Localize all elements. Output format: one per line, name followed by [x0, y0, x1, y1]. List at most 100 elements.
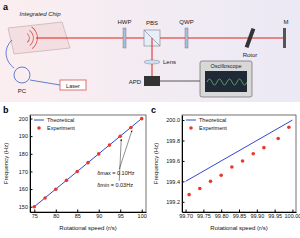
legend-entry: Experiment: [47, 125, 75, 131]
x-tick-mark: [203, 210, 204, 213]
cable: [160, 81, 200, 82]
y-tick: 199.2: [166, 199, 184, 205]
y-tick: 190: [19, 133, 33, 139]
y-axis-line: [30, 116, 31, 213]
x-tick-label: 99.90: [250, 213, 264, 219]
legend: Theoretical Experiment: [34, 117, 75, 131]
x-tick-label: 95: [118, 213, 124, 219]
legend-entry: Theoretical: [199, 117, 226, 123]
component-label: PC: [18, 88, 27, 94]
y-tick: 150: [19, 204, 33, 210]
x-tick-mark: [56, 210, 57, 213]
x-tick-mark: [34, 210, 35, 213]
component-label: Oscilloscope: [210, 63, 241, 69]
data-point: [276, 137, 280, 141]
x-tick: 80: [53, 210, 59, 219]
x-tick: 99.75: [197, 210, 211, 219]
x-tick: 99.80: [215, 210, 229, 219]
x-tick-mark: [77, 210, 78, 213]
x-tick-label: 85: [75, 213, 81, 219]
x-tick-mark: [292, 210, 293, 213]
chip-grating: [27, 33, 30, 42]
component-label: APD: [129, 79, 142, 85]
figure: aIntegrated ChipHWPPBSQWPRotorMLensAPDOs…: [0, 0, 300, 238]
rotor: [245, 28, 256, 48]
x-tick-label: 99.70: [179, 213, 193, 219]
y-tick-label: 200.0: [166, 117, 180, 123]
component-label: Lens: [163, 59, 176, 65]
data-point: [43, 196, 47, 200]
y-tick-label: 199.4: [166, 179, 180, 185]
data-point: [65, 179, 69, 183]
legend-entry: Experiment: [199, 125, 227, 131]
y-tick-label: 180: [19, 151, 28, 157]
y-tick-label: 190: [19, 133, 28, 139]
x-tick: 99.90: [250, 210, 264, 219]
y-axis-title: Frequency (Hz): [3, 143, 9, 184]
y-tick-label: 199.2: [166, 199, 180, 205]
y-tick-label: 199.8: [166, 138, 180, 144]
data-point: [75, 170, 79, 174]
plot-area: [32, 117, 143, 209]
data-point: [219, 173, 223, 177]
chart-c: 99.7099.7599.8099.8599.9099.95100.00199.…: [151, 105, 300, 231]
legend-entry: Theoretical: [47, 117, 74, 123]
y-tick: 199.6: [166, 158, 184, 164]
plot-frame: [182, 115, 296, 212]
y-tick-mark: [30, 119, 33, 120]
data-point: [97, 152, 101, 156]
x-axis-line: [31, 212, 147, 213]
hwp: [123, 28, 126, 48]
series-line: [34, 119, 141, 207]
y-tick: 199.4: [166, 179, 184, 185]
oscilloscope-screen: [205, 71, 247, 92]
component-label: Rotor: [243, 52, 258, 58]
y-tick-mark: [182, 202, 185, 203]
data-point: [251, 152, 255, 156]
x-tick: 100: [138, 210, 147, 219]
chip-grating: [29, 30, 34, 46]
x-tick-mark: [99, 210, 100, 213]
plot-frame: [30, 115, 146, 212]
x-tick-label: 100: [138, 213, 147, 219]
x-tick-label: 80: [53, 213, 59, 219]
component-label: PBS: [146, 20, 158, 26]
lens: [144, 60, 160, 64]
y-tick-mark: [30, 171, 33, 172]
y-tick-mark: [30, 207, 33, 208]
component-label: M: [284, 19, 289, 25]
diagram-background: [0, 0, 300, 102]
legend: Theoretical Experiment: [186, 117, 227, 131]
annotation-arrow: [119, 139, 121, 181]
y-tick: 200: [19, 116, 33, 122]
y-axis: 199.2 199.4 199.6 199.8 200.0: [166, 116, 184, 213]
x-axis-title: Rotational speed (r/s): [210, 225, 267, 231]
data-point: [32, 205, 36, 209]
y-tick-mark: [182, 141, 185, 142]
y-tick-mark: [182, 120, 185, 121]
y-tick: 160: [19, 186, 33, 192]
mirror: [283, 28, 286, 48]
y-tick-label: 160: [19, 186, 28, 192]
qwp: [185, 28, 188, 48]
x-tick-mark: [186, 210, 187, 213]
y-axis-line: [182, 116, 183, 213]
x-tick-label: 75: [32, 213, 38, 219]
x-tick-mark: [275, 210, 276, 213]
x-tick: 85: [75, 210, 81, 219]
y-tick: 170: [19, 169, 33, 175]
apd: [144, 76, 160, 86]
fiber: [30, 80, 60, 85]
oscilloscope-trace: [207, 79, 247, 85]
data-point: [86, 161, 90, 165]
x-tick-label: 99.75: [197, 213, 211, 219]
y-tick-label: 200: [19, 116, 28, 122]
x-tick: 90: [96, 210, 102, 219]
legend-swatch: [186, 120, 196, 121]
x-tick-label: 99.85: [233, 213, 247, 219]
x-tick-mark: [221, 210, 222, 213]
plot-area: [186, 120, 293, 196]
laser: [60, 80, 86, 90]
detector-beam: [152, 38, 153, 76]
x-axis: 99.7099.7599.8099.8599.9099.95100.00: [179, 210, 300, 219]
